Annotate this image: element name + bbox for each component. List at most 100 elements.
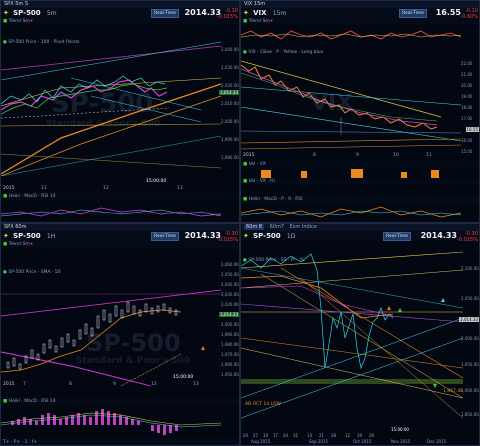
axis-tick: 2,010.00 bbox=[221, 101, 239, 106]
time-axis[interactable]: 2015 7 8 9 12 13 15:00:00 bbox=[1, 375, 221, 388]
axis-tick: 2,050.00 bbox=[221, 272, 239, 277]
x-tick-month: Oct 2015 bbox=[353, 439, 372, 444]
change-abs: -0.30 bbox=[225, 231, 238, 237]
indicator-panel-header[interactable]: ■ Heiki · MacD · RSI 14 bbox=[1, 193, 239, 200]
axis-tick: 22.00 bbox=[461, 61, 473, 66]
price-axis[interactable]: 2,040.00 2,030.00 2,020.00 2,010.00 2,00… bbox=[221, 41, 239, 181]
price-axis[interactable]: 2,100.00 2,050.00 2,000.00 1,950.00 1,90… bbox=[461, 252, 479, 422]
axis-tick: 2,100.00 bbox=[461, 266, 479, 271]
real-time-button[interactable]: Real-Time bbox=[151, 9, 179, 18]
tab-60m-8[interactable]: 60m 8 bbox=[244, 224, 265, 230]
axis-tick: 19.00 bbox=[461, 94, 473, 99]
axis-tick: 2,000.00 bbox=[221, 322, 239, 327]
x-tick: 24 bbox=[283, 433, 289, 438]
pane-titlebar[interactable]: VIX 15m bbox=[241, 1, 479, 8]
macd-panel[interactable] bbox=[1, 405, 223, 437]
trend-row[interactable]: ■ Trend Sm+ bbox=[241, 18, 479, 25]
indicator-panel-header[interactable]: ■ Heiki · MacD · P · 9 · RSI bbox=[241, 196, 479, 203]
price-axis[interactable]: 2,060.00 2,050.00 2,040.00 2,030.00 2,02… bbox=[221, 258, 239, 393]
axis-tick: 16.00 bbox=[461, 138, 473, 143]
real-time-button[interactable]: Real-Time bbox=[151, 232, 179, 241]
tab-esm-indice[interactable]: Esm Indice bbox=[289, 224, 317, 230]
axis-tick: 2,020.00 bbox=[221, 302, 239, 307]
trend-label: Trend bbox=[8, 242, 22, 247]
star-icon[interactable]: ✦ bbox=[243, 9, 249, 17]
indicator-row[interactable]: ● SP-500 Price · SS · Pr · YL bbox=[243, 258, 305, 263]
symbol-label[interactable]: SP-500 bbox=[13, 9, 41, 17]
axis-tick: 2,060.00 bbox=[221, 262, 239, 267]
change-pct: -0.015% bbox=[217, 237, 238, 243]
price-chart[interactable] bbox=[241, 57, 463, 157]
indicator-row[interactable]: ● SP-500 Price · SMA · 50 bbox=[3, 270, 61, 275]
trend-row[interactable]: ■ Trend Sm+ bbox=[1, 241, 239, 248]
pane-tabs[interactable]: 60m 8 60m7 Esm Indice bbox=[241, 224, 479, 231]
symbol-header: ✦ VIX 15m Real-Time 16.55 -0.10 -0.60% bbox=[241, 8, 479, 20]
indicator-panel-label: Heiki · MacD · RSI 14 bbox=[8, 399, 56, 404]
volume2-panel-header[interactable]: ■ Vol · VX · Hi bbox=[241, 178, 479, 185]
indicator-row[interactable]: ● SP-500 Price · 100 · Pivot Points bbox=[3, 40, 80, 45]
x-tick: 7 bbox=[23, 382, 26, 387]
time-axis[interactable]: 2015 11 12 13 15:00:00 bbox=[1, 179, 221, 192]
real-time-button[interactable]: Real-Time bbox=[399, 9, 427, 18]
last-price: 16.55 bbox=[435, 8, 461, 17]
pane-title: SPX 60m bbox=[4, 224, 27, 230]
change-pct: -0.015% bbox=[217, 14, 238, 20]
volume2-label: Vol · VX · Hi bbox=[248, 179, 275, 184]
x-tick-month: Sep 2015 bbox=[309, 439, 328, 444]
star-icon[interactable]: ✦ bbox=[243, 232, 249, 240]
axis-tick: 2,040.00 bbox=[221, 47, 239, 52]
symbol-label[interactable]: SP-500 bbox=[253, 232, 281, 240]
axis-tick: 1,970.00 bbox=[221, 352, 239, 357]
axis-tick: 2,050.00 bbox=[461, 296, 479, 301]
price-chart[interactable] bbox=[241, 248, 463, 428]
indicator-panel-header[interactable]: ■ Heiki · MacD · RSI 14 bbox=[1, 398, 239, 405]
pane-titlebar[interactable]: SPX 5m S bbox=[1, 1, 239, 8]
chart-pane-spx-60m[interactable]: SPX 60m ✦ SP-500 1H Real-Time 2014.33 -0… bbox=[0, 223, 240, 446]
interval-label[interactable]: 1H bbox=[46, 233, 56, 240]
annotation-oct-low: AB OCT 14 LOW bbox=[245, 402, 281, 407]
price-tag: 2,014.33 bbox=[219, 312, 239, 317]
time-axis[interactable]: 2015 8 9 10 11 bbox=[241, 153, 461, 159]
year-label: 2015 bbox=[3, 382, 15, 387]
symbol-label[interactable]: VIX bbox=[253, 9, 267, 17]
chart-pane-spx-5m[interactable]: SPX 5m S ✦ SP-500 5m Real-Time 2014.33 -… bbox=[0, 0, 240, 223]
x-tick: 12 bbox=[103, 186, 109, 191]
volume-panel[interactable] bbox=[241, 168, 463, 178]
axis-tick: 2,030.00 bbox=[221, 65, 239, 70]
price-chart[interactable] bbox=[1, 26, 223, 176]
last-price: 2014.33 bbox=[184, 231, 221, 240]
time-axis[interactable]: 20 27 10 17 24 31 14 21 28 12 19 26 Aug … bbox=[241, 427, 461, 444]
trend-strip[interactable] bbox=[241, 25, 463, 45]
symbol-label[interactable]: SP-500 bbox=[13, 232, 41, 240]
macd-panel[interactable] bbox=[241, 203, 463, 223]
x-tick: 8 bbox=[69, 382, 72, 387]
chart-pane-vix-15m[interactable]: VIX 15m ✦ VIX 15m Real-Time 16.55 -0.10-… bbox=[240, 0, 480, 223]
year-label: 2015 bbox=[3, 186, 15, 191]
chart-pane-spx-daily[interactable]: 60m 8 60m7 Esm Indice ✦ SP-500 1D Real-T… bbox=[240, 223, 480, 446]
volume-panel-header[interactable]: ■ Vol · VX bbox=[241, 161, 479, 168]
pane-title: VIX 15m bbox=[244, 1, 266, 7]
x-tick: 20 bbox=[243, 433, 249, 438]
macd-panel[interactable] bbox=[1, 200, 223, 223]
star-icon[interactable]: ✦ bbox=[3, 9, 9, 17]
axis-tick: 15.00 bbox=[461, 149, 473, 154]
toolbar-text: T+ · P+ · 1 · f+ bbox=[3, 440, 38, 445]
symbol-header: ✦ SP-500 1D Real-Time 2014.33 -0.30 -0.01… bbox=[241, 231, 479, 243]
star-icon[interactable]: ✦ bbox=[3, 232, 9, 240]
price-chart[interactable] bbox=[1, 254, 223, 389]
real-time-button[interactable]: Real-Time bbox=[383, 232, 411, 241]
price-axis[interactable]: 22.00 21.00 20.00 19.00 18.00 17.00 16.0… bbox=[461, 61, 479, 161]
price-tag: 2,014.33 bbox=[459, 317, 479, 322]
trend-row[interactable]: ■ Trend Sm+ bbox=[1, 18, 239, 25]
interval-label[interactable]: 5m bbox=[46, 10, 57, 17]
axis-tick: 20.00 bbox=[461, 83, 473, 88]
x-tick: 12 bbox=[345, 433, 351, 438]
interval-label[interactable]: 1D bbox=[286, 233, 296, 240]
interval-label[interactable]: 15m bbox=[272, 10, 287, 17]
pane-titlebar[interactable]: SPX 60m bbox=[1, 224, 239, 231]
indicator-row[interactable]: ● VIX · CBoe · P · Yellow · Long blue bbox=[243, 50, 324, 55]
tab-60m7[interactable]: 60m7 bbox=[269, 224, 285, 230]
change-abs: -0.30 bbox=[225, 8, 238, 14]
bottom-toolbar[interactable]: T+ · P+ · 1 · f+ bbox=[1, 438, 239, 445]
x-tick: 31 bbox=[293, 433, 299, 438]
